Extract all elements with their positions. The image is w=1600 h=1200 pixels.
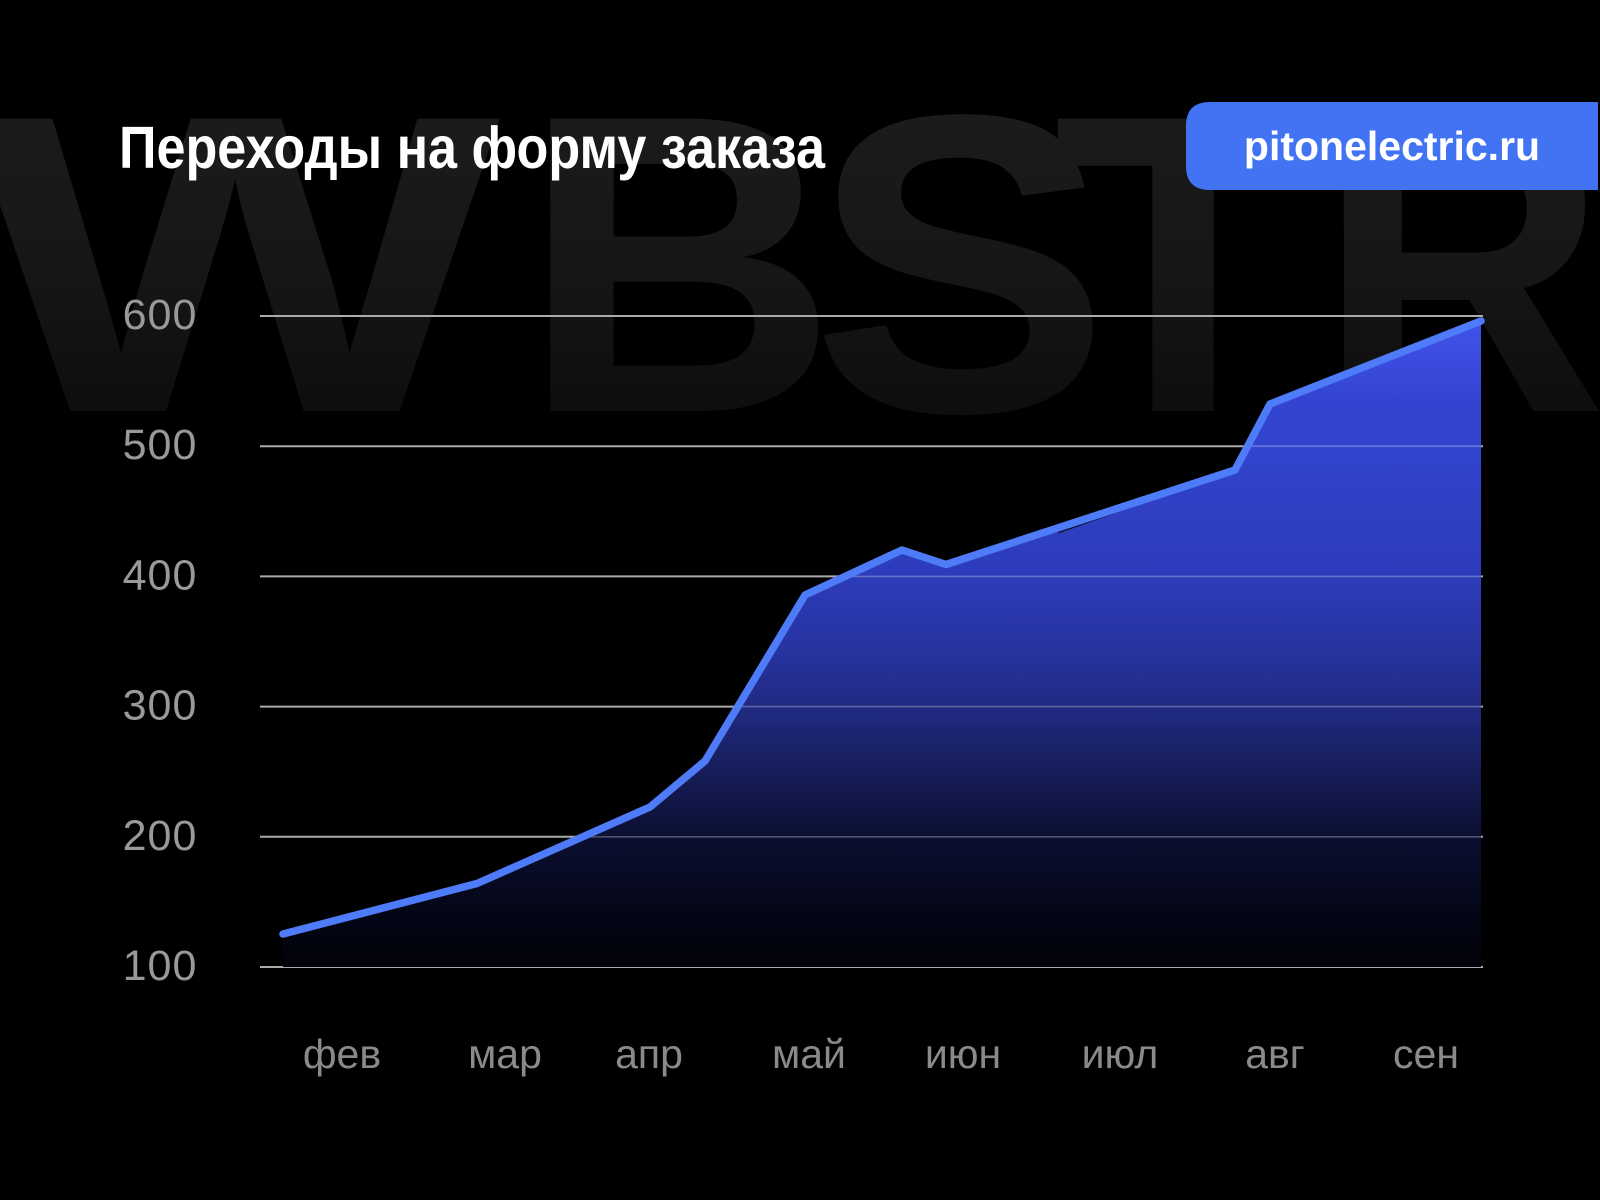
svg-text:апр: апр bbox=[615, 1031, 683, 1077]
svg-text:S: S bbox=[811, 27, 1110, 502]
svg-text:май: май bbox=[772, 1031, 846, 1077]
svg-text:W: W bbox=[0, 27, 505, 502]
svg-text:100: 100 bbox=[123, 942, 198, 990]
svg-text:июн: июн bbox=[925, 1031, 1001, 1077]
svg-text:200: 200 bbox=[123, 812, 198, 860]
svg-text:фев: фев bbox=[303, 1031, 381, 1077]
svg-text:Переходы на форму заказа: Переходы на форму заказа bbox=[119, 115, 826, 181]
svg-text:600: 600 bbox=[123, 291, 198, 339]
svg-text:500: 500 bbox=[123, 421, 198, 469]
svg-text:авг: авг bbox=[1245, 1031, 1305, 1077]
svg-text:мар: мар bbox=[468, 1031, 542, 1077]
svg-text:400: 400 bbox=[123, 551, 198, 599]
svg-text:сен: сен bbox=[1393, 1031, 1459, 1077]
svg-text:B: B bbox=[521, 27, 838, 502]
svg-text:pitonelectric.ru: pitonelectric.ru bbox=[1244, 123, 1540, 169]
svg-text:июл: июл bbox=[1082, 1031, 1159, 1077]
svg-text:300: 300 bbox=[123, 682, 198, 730]
